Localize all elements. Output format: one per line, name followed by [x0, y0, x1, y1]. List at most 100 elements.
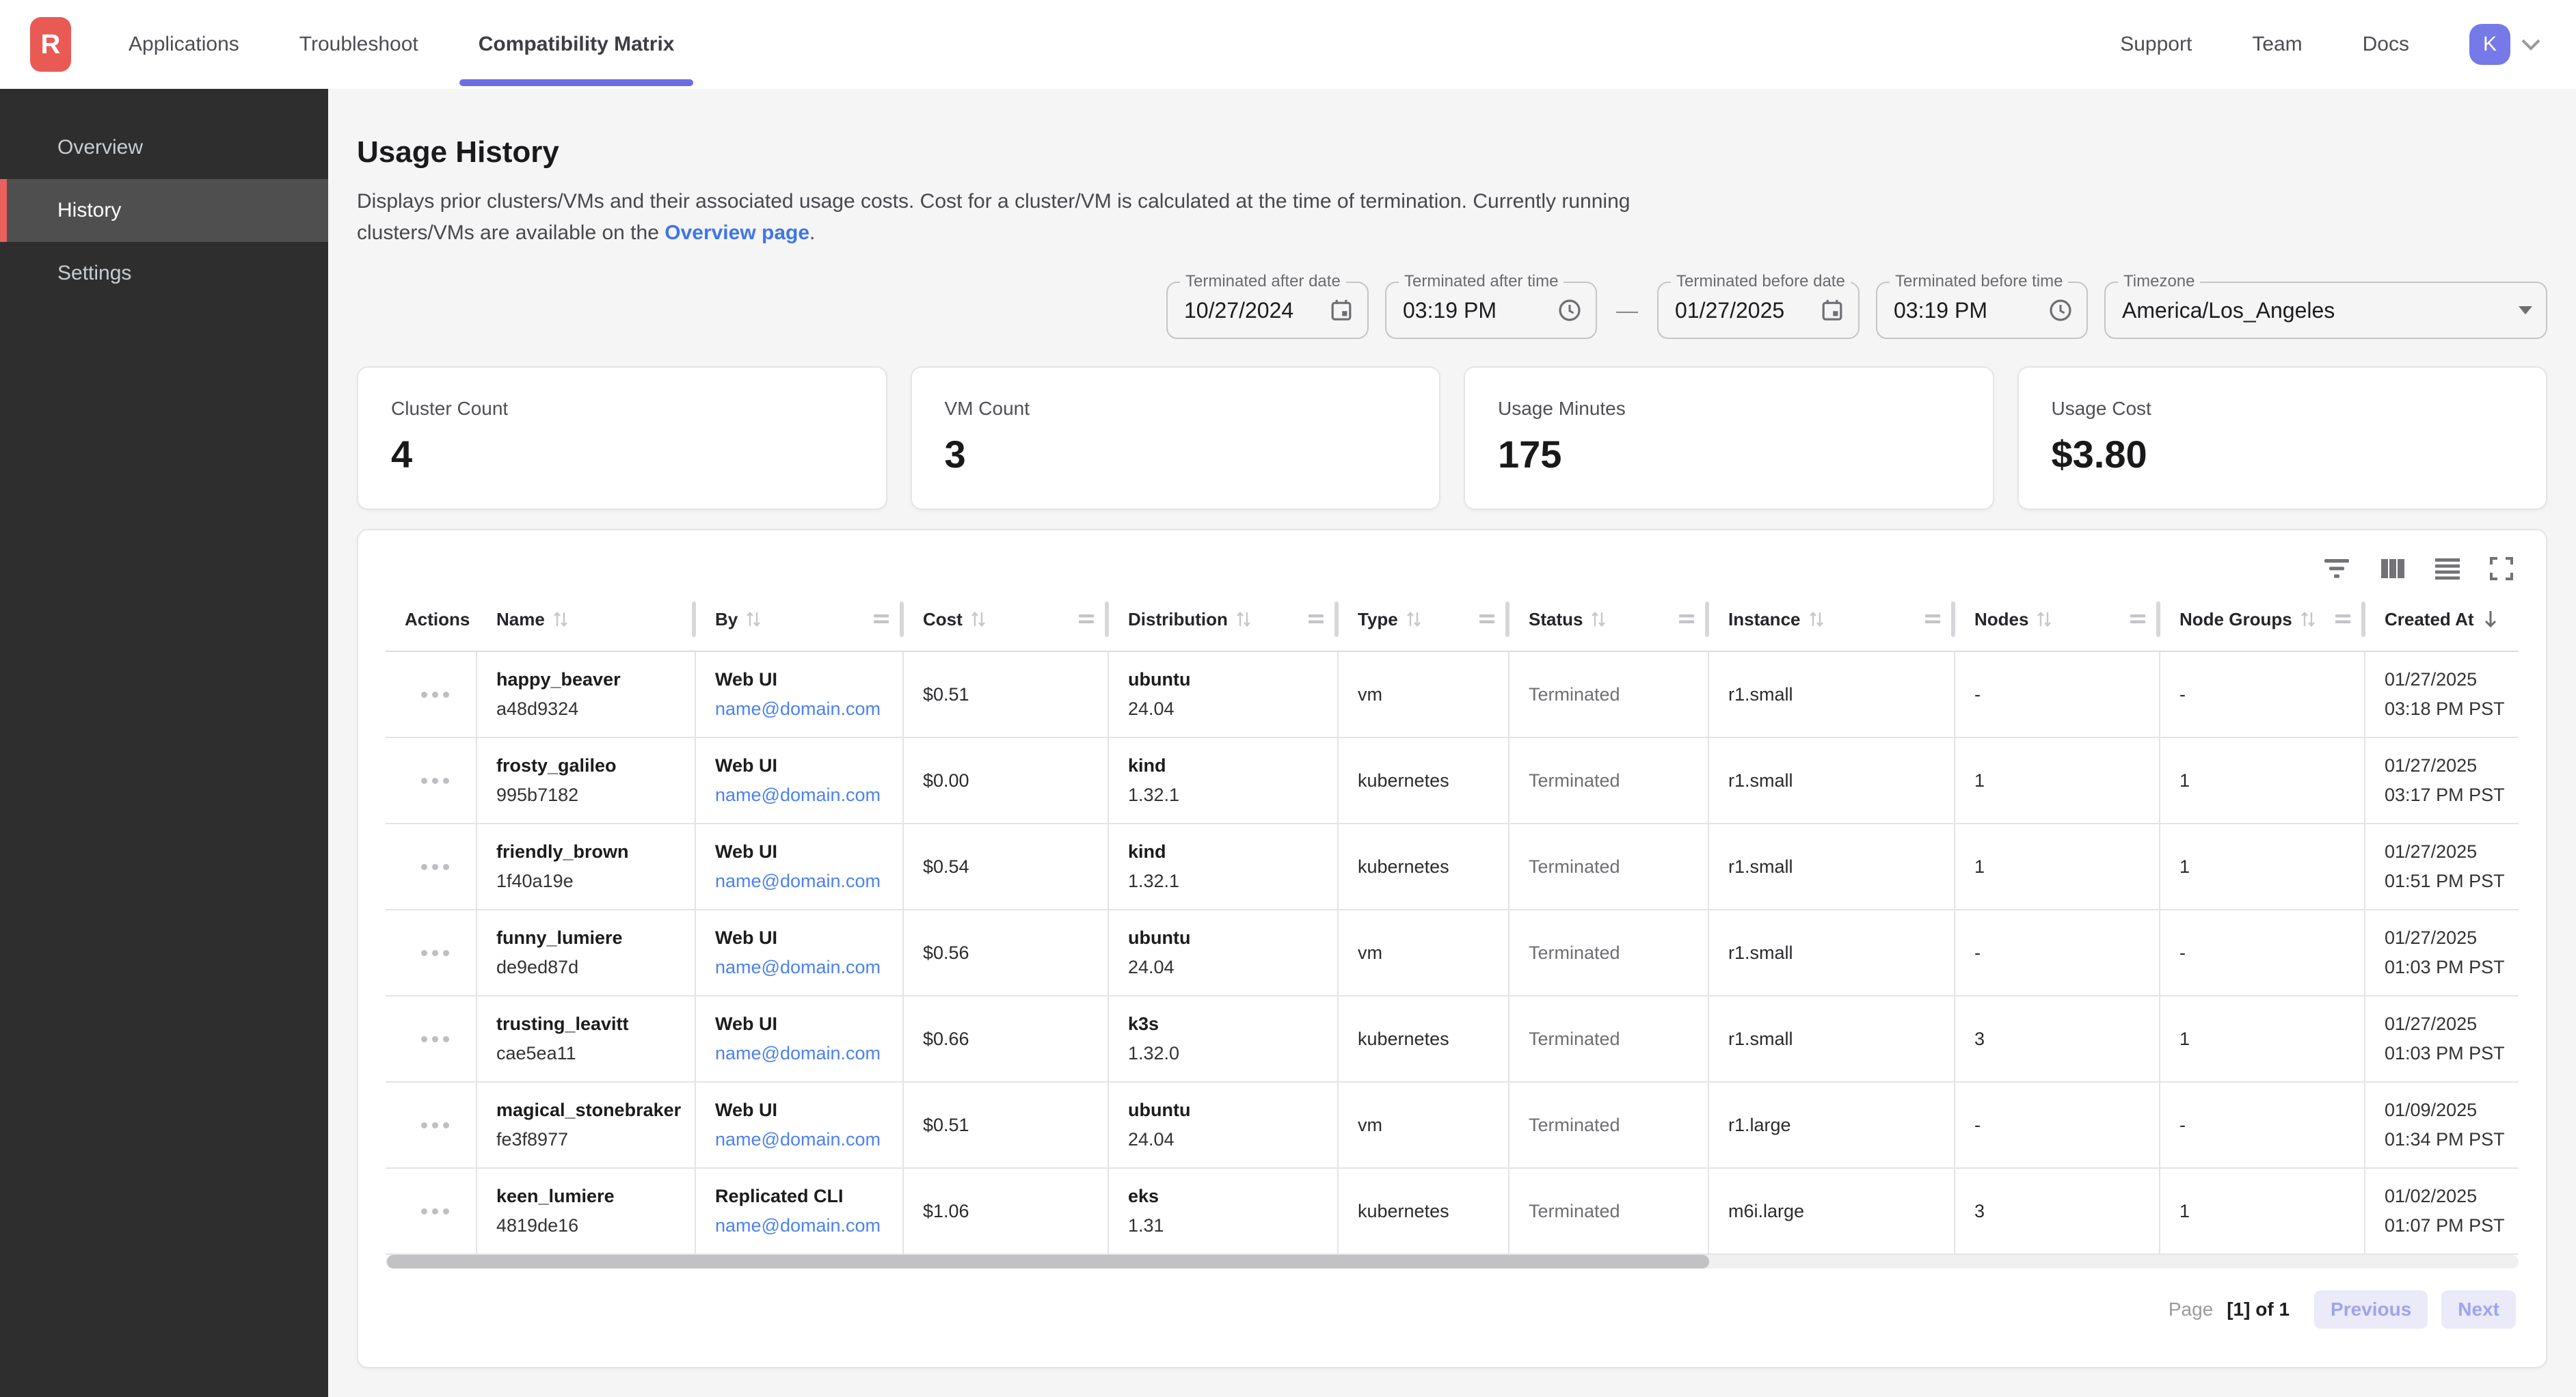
row-actions-menu-icon[interactable] [418, 942, 452, 964]
fullscreen-icon[interactable] [2490, 557, 2513, 580]
row-actions-menu-icon[interactable] [418, 856, 452, 878]
clock-icon[interactable] [1557, 298, 1582, 323]
sort-desc-icon[interactable] [2482, 610, 2499, 629]
table-header-row: Actions Name By Cost Distribution [386, 588, 2519, 652]
column-menu-icon[interactable] [1925, 614, 1942, 625]
col-header-cost[interactable]: Cost [904, 588, 1109, 651]
column-menu-icon[interactable] [2335, 614, 2352, 625]
table-row[interactable]: trusting_leavitt cae5ea11 Web UI name@do… [386, 996, 2519, 1083]
page-label: Page [2168, 1299, 2214, 1320]
col-header-instance[interactable]: Instance [1709, 588, 1955, 651]
replicated-logo[interactable]: R [30, 17, 71, 72]
row-actions-menu-icon[interactable] [418, 683, 452, 706]
status-cell: Terminated [1510, 652, 1709, 737]
sort-icon[interactable] [1236, 610, 1251, 628]
table-row[interactable]: friendly_brown 1f40a19e Web UI name@doma… [386, 824, 2519, 910]
user-menu[interactable]: K [2469, 24, 2540, 65]
col-header-name[interactable]: Name [477, 588, 696, 651]
created-date: 01/09/2025 [2385, 1100, 2478, 1120]
nodes-cell: - [1955, 652, 2160, 737]
created-by-email-link[interactable]: name@domain.com [715, 1043, 881, 1063]
previous-page-button[interactable]: Previous [2314, 1290, 2428, 1329]
cluster-id: 4819de16 [496, 1215, 579, 1236]
sort-icon[interactable] [746, 610, 761, 628]
nav-link-support[interactable]: Support [2120, 33, 2192, 55]
column-menu-icon[interactable] [1479, 614, 1496, 625]
cluster-name: friendly_brown [496, 841, 629, 862]
col-header-distribution[interactable]: Distribution [1109, 588, 1339, 651]
terminated-after-date-input[interactable]: Terminated after date 10/27/2024 [1166, 272, 1369, 339]
density-icon[interactable] [2435, 558, 2460, 580]
sort-icon[interactable] [2300, 610, 2316, 628]
created-by-email-link[interactable]: name@domain.com [715, 785, 881, 805]
terminated-before-date-input[interactable]: Terminated before date 01/27/2025 [1657, 272, 1860, 339]
created-by-source: Web UI [715, 755, 778, 776]
column-menu-icon[interactable] [2130, 614, 2147, 625]
column-menu-icon[interactable] [1079, 614, 1095, 625]
nav-item-compatibility-matrix[interactable]: Compatibility Matrix [459, 0, 695, 89]
by-cell: Web UI name@domain.com [696, 738, 904, 823]
distribution-version: 24.04 [1128, 1129, 1175, 1150]
column-menu-icon[interactable] [874, 614, 890, 625]
row-actions-menu-icon[interactable] [418, 770, 452, 792]
sort-icon[interactable] [1406, 610, 1421, 628]
table-row[interactable]: funny_lumiere de9ed87d Web UI name@domai… [386, 910, 2519, 996]
created-by-email-link[interactable]: name@domain.com [715, 957, 881, 977]
row-actions-menu-icon[interactable] [418, 1200, 452, 1223]
table-row[interactable]: happy_beaver a48d9324 Web UI name@domain… [386, 652, 2519, 738]
next-page-button[interactable]: Next [2441, 1290, 2516, 1329]
clock-icon[interactable] [2048, 298, 2073, 323]
col-header-by[interactable]: By [696, 588, 904, 651]
cluster-id: fe3f8977 [496, 1129, 569, 1150]
timezone-select[interactable]: Timezone America/Los_Angeles [2104, 272, 2547, 339]
sidebar-item-overview[interactable]: Overview [57, 136, 144, 159]
sort-icon[interactable] [553, 610, 568, 628]
table-row[interactable]: magical_stonebraker fe3f8977 Web UI name… [386, 1083, 2519, 1169]
nav-item-applications[interactable]: Applications [129, 33, 239, 55]
columns-icon[interactable] [2380, 558, 2405, 580]
sort-icon[interactable] [971, 610, 986, 628]
nav-item-troubleshoot[interactable]: Troubleshoot [299, 33, 418, 55]
terminated-after-time-input[interactable]: Terminated after time 03:19 PM [1385, 272, 1597, 339]
distribution-cell: eks 1.31 [1109, 1169, 1339, 1253]
calendar-icon[interactable] [1329, 298, 1354, 323]
field-label: Terminated after date [1180, 272, 1346, 291]
col-header-node-groups[interactable]: Node Groups [2160, 588, 2365, 651]
col-header-nodes[interactable]: Nodes [1955, 588, 2160, 651]
col-header-status[interactable]: Status [1510, 588, 1709, 651]
created-by-email-link[interactable]: name@domain.com [715, 1129, 881, 1150]
cluster-id: a48d9324 [496, 698, 579, 719]
row-actions-menu-icon[interactable] [418, 1028, 452, 1050]
column-menu-icon[interactable] [1679, 614, 1695, 625]
terminated-before-time-input[interactable]: Terminated before time 03:19 PM [1876, 272, 2088, 339]
col-header-type[interactable]: Type [1339, 588, 1510, 651]
filter-icon[interactable] [2323, 558, 2350, 580]
name-cell: magical_stonebraker fe3f8977 [477, 1083, 696, 1167]
nav-link-team[interactable]: Team [2252, 33, 2303, 55]
table-row[interactable]: frosty_galileo 995b7182 Web UI name@doma… [386, 738, 2519, 824]
sort-icon[interactable] [2037, 610, 2052, 628]
overview-page-link[interactable]: Overview page [665, 221, 810, 244]
status-badge: Terminated [1529, 1028, 1620, 1049]
scrollbar-thumb[interactable] [387, 1255, 1710, 1269]
column-menu-icon[interactable] [1309, 614, 1325, 625]
cost-cell: $0.51 [904, 652, 1109, 737]
sort-icon[interactable] [1809, 610, 1824, 628]
calendar-icon[interactable] [1820, 298, 1844, 323]
created-by-email-link[interactable]: name@domain.com [715, 698, 881, 719]
col-header-created-at[interactable]: Created At [2365, 588, 2519, 651]
by-cell: Web UI name@domain.com [696, 996, 904, 1081]
node-groups-cell: 1 [2160, 824, 2365, 909]
sidebar-item-settings[interactable]: Settings [57, 262, 132, 284]
horizontal-scrollbar[interactable] [386, 1255, 2519, 1269]
nav-link-docs[interactable]: Docs [2362, 33, 2409, 55]
row-actions-menu-icon[interactable] [418, 1114, 452, 1137]
created-by-email-link[interactable]: name@domain.com [715, 871, 881, 891]
sidebar-item-history[interactable]: History [0, 179, 328, 242]
created-by-email-link[interactable]: name@domain.com [715, 1215, 881, 1236]
table-row[interactable]: keen_lumiere 4819de16 Replicated CLI nam… [386, 1169, 2519, 1255]
name-cell: happy_beaver a48d9324 [477, 652, 696, 737]
cluster-id: 995b7182 [496, 785, 579, 805]
sort-icon[interactable] [1591, 610, 1606, 628]
avatar[interactable]: K [2469, 24, 2510, 65]
